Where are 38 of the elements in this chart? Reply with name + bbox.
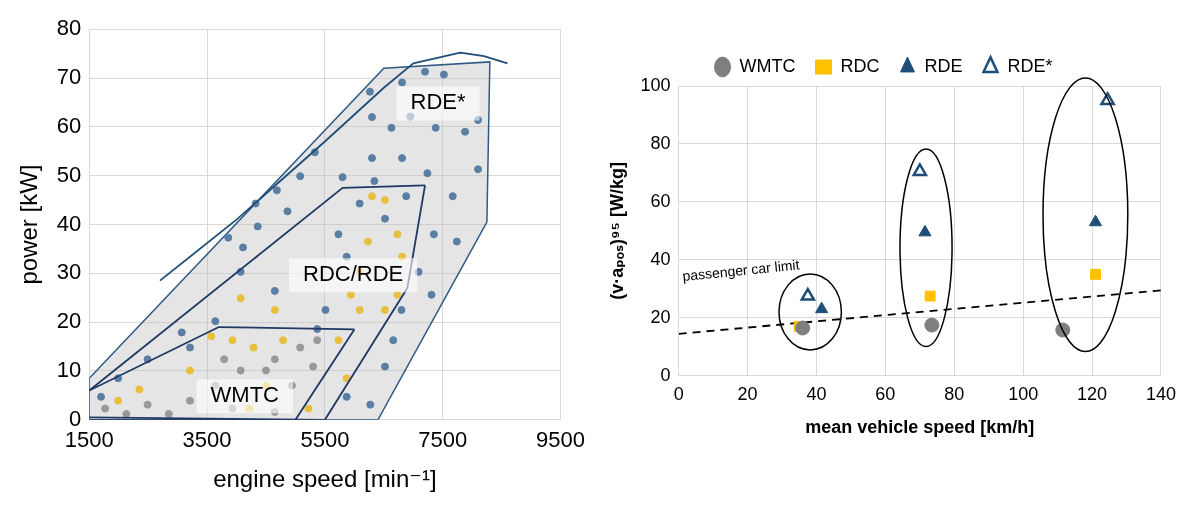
x-tick-label: 0 <box>673 383 684 404</box>
legend-label: RDC <box>840 55 880 76</box>
y-tick-label: 80 <box>650 132 671 153</box>
x-tick-label: 60 <box>875 383 896 404</box>
y-tick-label: 20 <box>650 306 671 327</box>
annotation: RDC/RDE <box>303 261 404 287</box>
annotation: passenger car limit <box>681 256 801 285</box>
y-tick-label: 10 <box>56 357 82 383</box>
y-tick-label: 40 <box>56 210 82 236</box>
y-tick-label: 50 <box>56 161 82 187</box>
y-tick-label: 60 <box>650 190 671 211</box>
y-tick-label: 40 <box>650 248 671 269</box>
legend-label: RDE <box>924 55 963 76</box>
y-tick-label: 30 <box>56 259 82 285</box>
x-axis-title: engine speed [min⁻¹] <box>213 465 437 493</box>
x-tick-label: 3500 <box>182 427 232 453</box>
x-tick-label: 40 <box>806 383 827 404</box>
x-tick-label: 80 <box>944 383 965 404</box>
y-tick-label: 70 <box>56 64 82 90</box>
annotation: RDE* <box>410 89 466 115</box>
x-axis-title: mean vehicle speed [km/h] <box>805 417 1035 438</box>
x-tick-label: 7500 <box>418 427 468 453</box>
y-tick-label: 0 <box>660 364 671 385</box>
legend-label: RDE* <box>1007 55 1053 76</box>
x-tick-label: 5500 <box>300 427 350 453</box>
y-tick-label: 20 <box>56 308 82 334</box>
x-tick-label: 140 <box>1145 383 1177 404</box>
x-tick-label: 100 <box>1008 383 1039 404</box>
x-tick-label: 120 <box>1077 383 1108 404</box>
legend-label: WMTC <box>739 55 796 76</box>
y-tick-label: 100 <box>640 74 671 95</box>
x-tick-label: 9500 <box>536 427 586 453</box>
y-tick-label: 60 <box>56 112 82 138</box>
y-axis-title: (v·aₚₒₛ)⁹⁵ [W/kg] <box>606 161 627 300</box>
y-tick-label: 80 <box>56 15 82 41</box>
annotation: WMTC <box>210 382 280 408</box>
x-tick-label: 20 <box>737 383 758 404</box>
y-axis-title: power [kW] <box>15 164 43 285</box>
